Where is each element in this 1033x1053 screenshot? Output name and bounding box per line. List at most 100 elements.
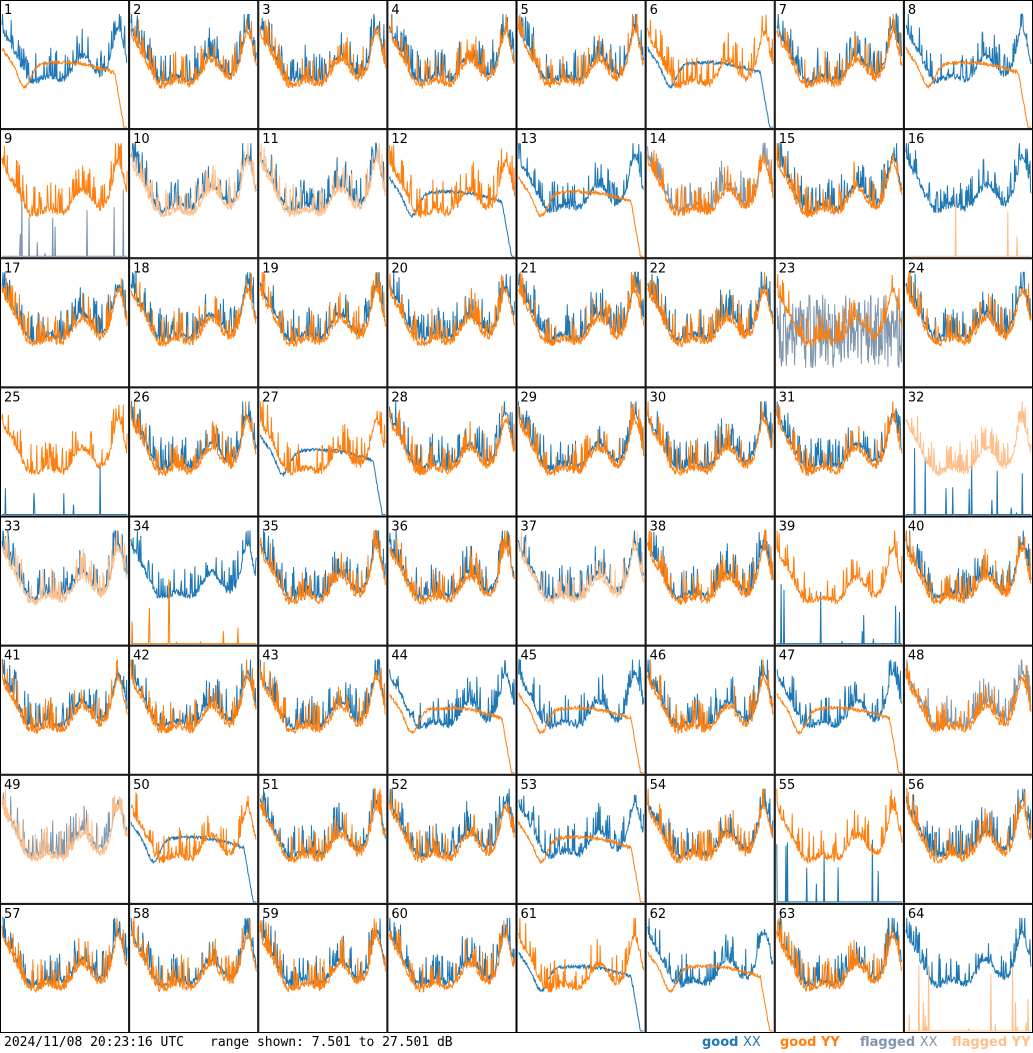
panel-label: 47 bbox=[779, 649, 796, 664]
panel-8: 8 bbox=[903, 0, 1033, 130]
series-xx-good bbox=[388, 13, 515, 85]
series-yy-good bbox=[776, 693, 902, 774]
panel-10: 10 bbox=[129, 129, 259, 259]
panel-48: 48 bbox=[903, 645, 1033, 775]
panel-label: 30 bbox=[650, 390, 667, 405]
panel-30: 30 bbox=[645, 387, 775, 517]
series-yy-flagged bbox=[1, 788, 128, 863]
panel-11: 11 bbox=[258, 129, 388, 259]
panel-label: 52 bbox=[391, 778, 408, 793]
footer-bar: 2024/11/08 20:23:16 UTC range shown: 7.5… bbox=[0, 1033, 1033, 1053]
panel-frame bbox=[645, 903, 775, 1033]
panel-label: 1 bbox=[4, 3, 12, 18]
series-yy-good bbox=[130, 18, 257, 90]
series-xx-good bbox=[388, 401, 515, 472]
panel-label: 25 bbox=[4, 390, 21, 405]
series-xx-good bbox=[776, 839, 902, 903]
series-xx-good bbox=[388, 530, 515, 601]
series-yy-flagged bbox=[905, 965, 1031, 1032]
panel-label: 43 bbox=[262, 649, 279, 664]
panel-14: 14 bbox=[645, 129, 775, 259]
series-yy-flagged bbox=[130, 143, 257, 218]
series-yy-good bbox=[776, 530, 903, 606]
series-yy-good bbox=[259, 530, 386, 606]
panel-5: 5 bbox=[516, 0, 646, 130]
series-yy-good bbox=[518, 175, 644, 257]
panel-label: 26 bbox=[133, 390, 150, 405]
series-yy-flagged bbox=[1, 530, 128, 606]
series-yy-good bbox=[388, 144, 515, 218]
series-xx-good bbox=[905, 917, 1032, 989]
panel-label: 45 bbox=[521, 649, 538, 664]
panel-label: 14 bbox=[650, 132, 667, 147]
series-yy-good bbox=[1, 47, 128, 128]
series-yy-good bbox=[776, 918, 903, 992]
panel-label: 48 bbox=[908, 649, 925, 664]
series-yy-good bbox=[130, 401, 257, 477]
panel-label: 40 bbox=[908, 520, 925, 535]
series-yy-good bbox=[389, 693, 515, 774]
panel-label: 23 bbox=[779, 261, 796, 276]
panel-label: 31 bbox=[779, 390, 796, 405]
panel-32: 32 bbox=[903, 387, 1033, 517]
panel-label: 16 bbox=[908, 132, 925, 147]
panel-41: 41 bbox=[0, 645, 130, 775]
series-yy-good bbox=[130, 792, 257, 864]
series-yy-good bbox=[647, 529, 774, 605]
timestamp: 2024/11/08 20:23:16 UTC bbox=[4, 1035, 185, 1050]
series-yy-good bbox=[130, 273, 257, 347]
legend-good-xx: good XX bbox=[702, 1035, 761, 1050]
panel-45: 45 bbox=[516, 645, 646, 775]
series-yy-good bbox=[389, 530, 515, 605]
panel-33: 33 bbox=[0, 516, 130, 646]
panel-label: 29 bbox=[521, 390, 538, 405]
panel-label: 15 bbox=[779, 132, 796, 147]
panel-56: 56 bbox=[903, 774, 1033, 904]
panel-label: 61 bbox=[521, 907, 538, 922]
panel-22: 22 bbox=[645, 258, 775, 388]
panel-43: 43 bbox=[258, 645, 388, 775]
panel-label: 49 bbox=[4, 778, 21, 793]
panel-label: 54 bbox=[650, 778, 667, 793]
panel-frame bbox=[0, 0, 130, 130]
panel-52: 52 bbox=[387, 774, 517, 904]
series-yy-good bbox=[1, 277, 128, 347]
series-xx-good bbox=[776, 659, 903, 730]
panel-label: 51 bbox=[262, 778, 279, 793]
series-yy-good bbox=[647, 401, 774, 477]
panel-label: 21 bbox=[521, 261, 538, 276]
panel-2: 2 bbox=[129, 0, 259, 130]
series-yy-good bbox=[388, 920, 515, 993]
series-yy-good bbox=[259, 19, 386, 89]
series-yy-good bbox=[518, 821, 644, 903]
panel-29: 29 bbox=[516, 387, 646, 517]
panel-label: 39 bbox=[779, 520, 796, 535]
panel-label: 18 bbox=[133, 261, 150, 276]
series-xx-good bbox=[259, 272, 386, 343]
panel-40: 40 bbox=[903, 516, 1033, 646]
series-xx-flagged bbox=[2, 189, 128, 257]
panel-label: 53 bbox=[521, 778, 538, 793]
panel-1: 1 bbox=[0, 0, 130, 130]
panel-55: 55 bbox=[774, 774, 904, 904]
panel-label: 3 bbox=[262, 3, 270, 18]
panel-17: 17 bbox=[0, 258, 130, 388]
series-xx-good bbox=[776, 583, 902, 645]
legend-flagged-yy: flagged YY bbox=[952, 1035, 1031, 1050]
panel-label: 38 bbox=[650, 520, 667, 535]
panel-label: 9 bbox=[4, 132, 12, 147]
series-yy-good bbox=[647, 788, 773, 864]
series-yy-good bbox=[259, 401, 386, 476]
panel-frame bbox=[903, 0, 1033, 130]
panel-label: 42 bbox=[133, 649, 150, 664]
series-yy-good bbox=[130, 917, 257, 993]
panel-21: 21 bbox=[516, 258, 646, 388]
panel-label: 32 bbox=[908, 390, 925, 405]
series-xx-good bbox=[518, 794, 645, 860]
panel-23: 23 bbox=[774, 258, 904, 388]
panel-label: 28 bbox=[391, 390, 408, 405]
series-yy-good bbox=[518, 692, 644, 774]
panel-50: 50 bbox=[129, 774, 259, 904]
panel-label: 11 bbox=[262, 132, 279, 147]
